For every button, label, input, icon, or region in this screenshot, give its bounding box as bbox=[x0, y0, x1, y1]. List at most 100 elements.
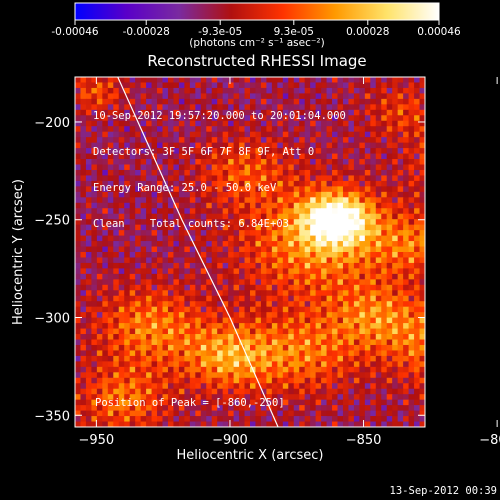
heatmap-cell bbox=[266, 142, 273, 149]
heatmap-cell bbox=[157, 388, 163, 395]
heatmap-cell bbox=[326, 115, 333, 122]
heatmap-cell bbox=[419, 142, 425, 149]
heatmap-cell bbox=[381, 328, 388, 335]
heatmap-cell bbox=[129, 224, 136, 231]
heatmap-cell bbox=[288, 301, 295, 308]
heatmap-cell bbox=[299, 115, 306, 122]
heatmap-cell bbox=[91, 383, 98, 390]
heatmap-cell bbox=[260, 306, 267, 313]
heatmap-cell bbox=[315, 98, 322, 105]
heatmap-cell bbox=[364, 344, 371, 351]
heatmap-cell bbox=[304, 323, 311, 330]
heatmap-cell bbox=[233, 131, 240, 138]
heatmap-cell bbox=[206, 159, 213, 165]
heatmap-cell bbox=[332, 137, 338, 144]
heatmap-cell bbox=[348, 175, 355, 182]
heatmap-cell bbox=[173, 388, 180, 395]
heatmap-cell bbox=[85, 148, 92, 155]
heatmap-cell bbox=[342, 344, 349, 351]
heatmap-cell bbox=[397, 257, 404, 264]
heatmap-cell bbox=[184, 120, 191, 127]
heatmap-cell bbox=[326, 186, 333, 193]
heatmap-cell bbox=[217, 334, 224, 340]
heatmap-cell bbox=[304, 137, 311, 144]
heatmap-cell bbox=[359, 241, 366, 248]
heatmap-cell bbox=[173, 350, 180, 357]
heatmap-cell bbox=[419, 241, 425, 248]
heatmap-cell bbox=[392, 339, 399, 346]
heatmap-cell bbox=[173, 246, 180, 253]
heatmap-cell bbox=[222, 126, 229, 133]
heatmap-cell bbox=[414, 175, 421, 182]
heatmap-cell bbox=[260, 202, 267, 209]
heatmap-cell bbox=[375, 82, 382, 89]
heatmap-cell bbox=[326, 355, 333, 362]
heatmap-cell bbox=[228, 202, 235, 209]
heatmap-cell bbox=[359, 268, 366, 275]
heatmap-cell bbox=[228, 279, 235, 286]
heatmap-cell bbox=[282, 219, 289, 226]
heatmap-cell bbox=[310, 137, 317, 144]
heatmap-cell bbox=[271, 126, 278, 133]
heatmap-cell bbox=[364, 252, 371, 258]
heatmap-cell bbox=[217, 372, 224, 379]
heatmap-cell bbox=[118, 148, 125, 155]
heatmap-cell bbox=[353, 262, 360, 269]
heatmap-cell bbox=[184, 372, 191, 379]
heatmap-cell bbox=[386, 77, 393, 83]
heatmap-cell bbox=[206, 148, 213, 155]
heatmap-cell bbox=[293, 98, 300, 105]
heatmap-cell bbox=[255, 93, 262, 100]
heatmap-cell bbox=[91, 328, 98, 335]
heatmap-cell bbox=[135, 246, 142, 253]
heatmap-cell bbox=[200, 131, 207, 138]
heatmap-cell bbox=[397, 268, 404, 275]
heatmap-cell bbox=[107, 306, 114, 313]
heatmap-cell bbox=[91, 323, 98, 330]
heatmap-cell bbox=[332, 323, 338, 330]
heatmap-cell bbox=[250, 219, 256, 226]
heatmap-cell bbox=[408, 334, 415, 340]
heatmap-cell bbox=[277, 180, 284, 187]
heatmap-cell bbox=[359, 372, 366, 379]
heatmap-cell bbox=[239, 109, 246, 116]
heatmap-cell bbox=[364, 164, 371, 171]
heatmap-cell bbox=[129, 241, 136, 248]
heatmap-cell bbox=[129, 334, 136, 340]
heatmap-cell bbox=[321, 197, 328, 204]
heatmap-cell bbox=[239, 77, 246, 83]
heatmap-cell bbox=[255, 306, 262, 313]
heatmap-cell bbox=[250, 410, 256, 417]
heatmap-cell bbox=[381, 191, 388, 198]
heatmap-cell bbox=[260, 87, 267, 94]
heatmap-cell bbox=[271, 142, 278, 149]
heatmap-cell bbox=[75, 252, 81, 258]
heatmap-cell bbox=[129, 77, 136, 83]
heatmap-cell bbox=[140, 180, 147, 187]
heatmap-cell bbox=[386, 104, 393, 111]
heatmap-cell bbox=[364, 323, 371, 330]
heatmap-cell bbox=[157, 115, 163, 122]
heatmap-cell bbox=[146, 219, 153, 226]
heatmap-cell bbox=[113, 180, 120, 187]
heatmap-cell bbox=[178, 208, 185, 215]
heatmap-cell bbox=[178, 131, 185, 138]
heatmap-cell bbox=[118, 230, 125, 237]
heatmap-cell bbox=[217, 399, 224, 406]
heatmap-cell bbox=[200, 366, 207, 373]
heatmap-cell bbox=[310, 388, 317, 395]
heatmap-cell bbox=[386, 383, 393, 390]
heatmap-cell bbox=[80, 301, 87, 308]
heatmap-cell bbox=[146, 416, 153, 423]
heatmap-cell bbox=[397, 98, 404, 105]
heatmap-cell bbox=[222, 295, 229, 302]
heatmap-cell bbox=[260, 186, 267, 193]
heatmap-cell bbox=[293, 262, 300, 269]
heatmap-cell bbox=[370, 350, 377, 357]
heatmap-cell bbox=[102, 350, 109, 357]
heatmap-cell bbox=[173, 87, 180, 94]
heatmap-cell bbox=[162, 323, 169, 330]
heatmap-cell bbox=[403, 388, 410, 395]
heatmap-cell bbox=[386, 301, 393, 308]
heatmap-cell bbox=[271, 279, 278, 286]
